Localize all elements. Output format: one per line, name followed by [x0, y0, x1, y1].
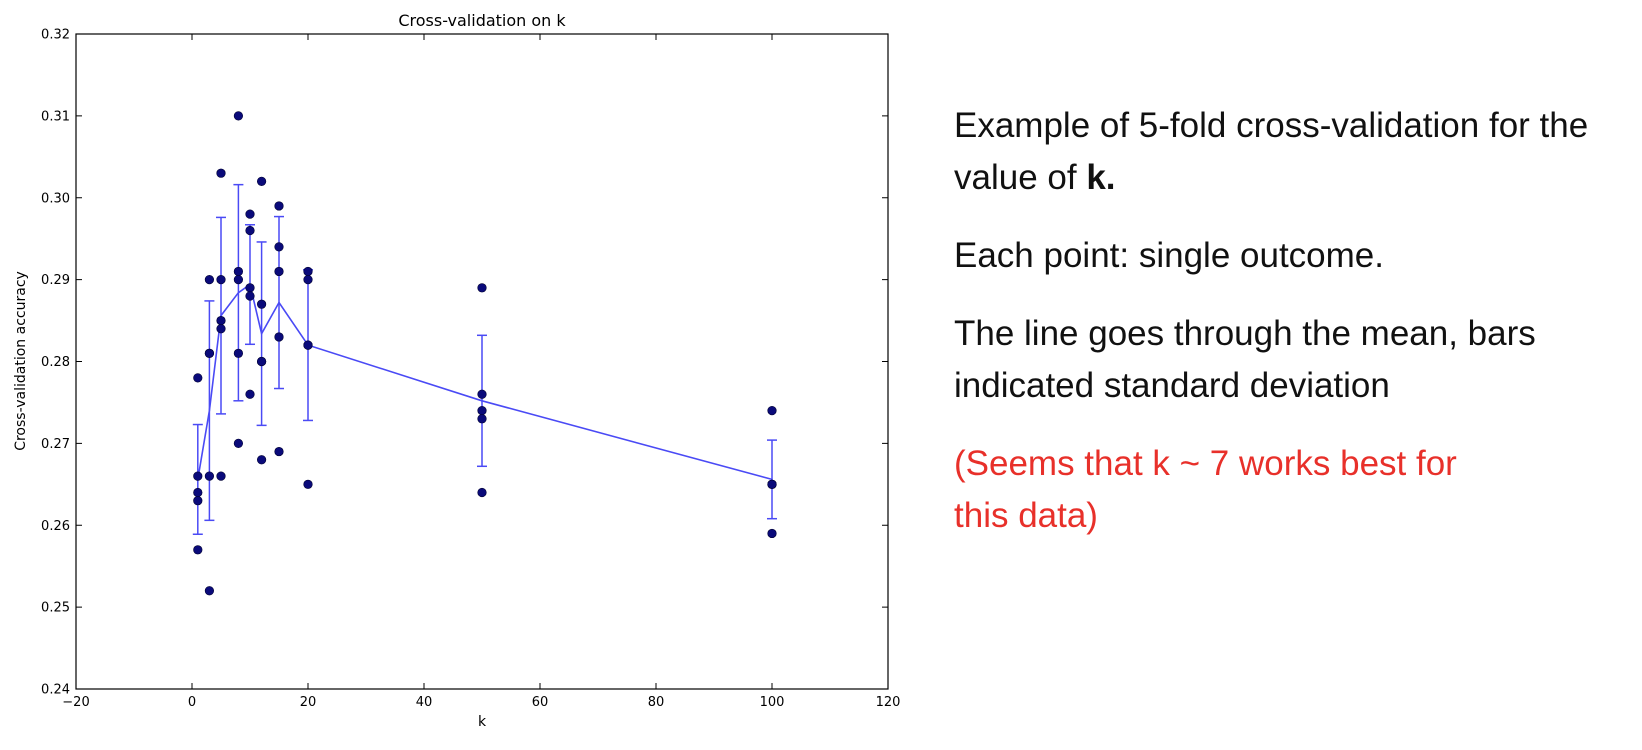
data-point [245, 225, 255, 236]
axes-layer: −20 0 20 40 60 80 100 120 0.24 0.25 0.26 0.27 0.28 0.… [41, 28, 900, 711]
x-tick-label: −20 [62, 695, 89, 710]
note-each-point: Each point: single outcome. [954, 236, 1384, 275]
data-point [245, 389, 255, 399]
data-point [257, 356, 267, 367]
data-point [193, 545, 203, 555]
data-point [216, 471, 226, 481]
data-point [245, 283, 255, 293]
data-point [216, 315, 226, 326]
x-tick-label: 0 [188, 695, 196, 710]
data-point [216, 324, 226, 334]
data-point [193, 373, 203, 383]
data-point [274, 242, 284, 252]
y-tick-label: 0.29 [41, 273, 70, 288]
data-point [204, 586, 214, 596]
data-point [204, 275, 214, 285]
notes-panel: Example of 5-fold cross-validation for t… [954, 100, 1634, 568]
data-point [193, 496, 203, 506]
y-tick-label: 0.31 [41, 109, 70, 124]
data-point [274, 332, 284, 342]
data-point [257, 176, 267, 186]
y-tick-label: 0.27 [41, 437, 70, 452]
data-point [767, 406, 777, 416]
plot-layer [192, 111, 777, 596]
data-point [303, 479, 313, 489]
data-point [193, 471, 203, 481]
data-point [767, 528, 777, 539]
data-point [477, 414, 487, 424]
data-point [477, 283, 487, 293]
x-tick-label: 100 [760, 695, 785, 710]
x-axis-title: k [478, 714, 487, 730]
x-tick-label: 20 [300, 695, 317, 710]
data-point [233, 275, 243, 285]
data-point [216, 275, 226, 285]
data-point [245, 291, 255, 301]
data-point [257, 299, 267, 309]
data-point [204, 348, 214, 358]
y-axis-title: Cross-validation accuracy [13, 271, 29, 451]
cross-validation-chart: −20 0 20 40 60 80 100 120 0.24 0.25 0.26 0.27 0.28 0.… [13, 11, 900, 730]
data-point [245, 209, 255, 219]
chart-title: Cross-validation on k [398, 11, 566, 30]
data-point [274, 266, 284, 277]
note-description-bold-k: k. [1086, 158, 1116, 197]
data-point [477, 389, 487, 399]
x-tick-label: 40 [416, 695, 433, 710]
y-tick-label: 0.25 [41, 601, 70, 616]
data-point [233, 111, 243, 121]
data-point [216, 168, 226, 178]
note-description: Example of 5-fold cross-validation for t… [954, 100, 1634, 204]
data-point [233, 348, 243, 358]
data-point [193, 487, 203, 498]
data-point [204, 471, 214, 481]
y-tick-label: 0.24 [41, 683, 70, 698]
y-tick-label: 0.32 [41, 28, 70, 43]
note-mean-line: The line goes through the mean, bars ind… [954, 314, 1536, 405]
data-point [274, 446, 284, 457]
y-tick-label: 0.28 [41, 355, 70, 370]
data-point [477, 406, 487, 416]
data-point [303, 340, 313, 350]
data-point [257, 455, 267, 465]
note-best-k: (Seems that k ~ 7 works best for this da… [954, 444, 1457, 535]
y-tick-label: 0.30 [41, 191, 70, 206]
x-tick-label: 80 [648, 695, 665, 710]
data-point [233, 438, 243, 448]
data-point [767, 479, 777, 489]
data-point [233, 266, 243, 277]
data-point [477, 487, 487, 498]
x-tick-label: 60 [532, 695, 549, 710]
x-tick-label: 120 [876, 695, 900, 710]
mean-line [197, 283, 773, 481]
data-point [274, 201, 284, 211]
data-point [303, 266, 313, 277]
note-description-text: Example of 5-fold cross-validation for t… [954, 106, 1589, 197]
data-point [303, 275, 313, 285]
y-tick-label: 0.26 [41, 519, 70, 534]
